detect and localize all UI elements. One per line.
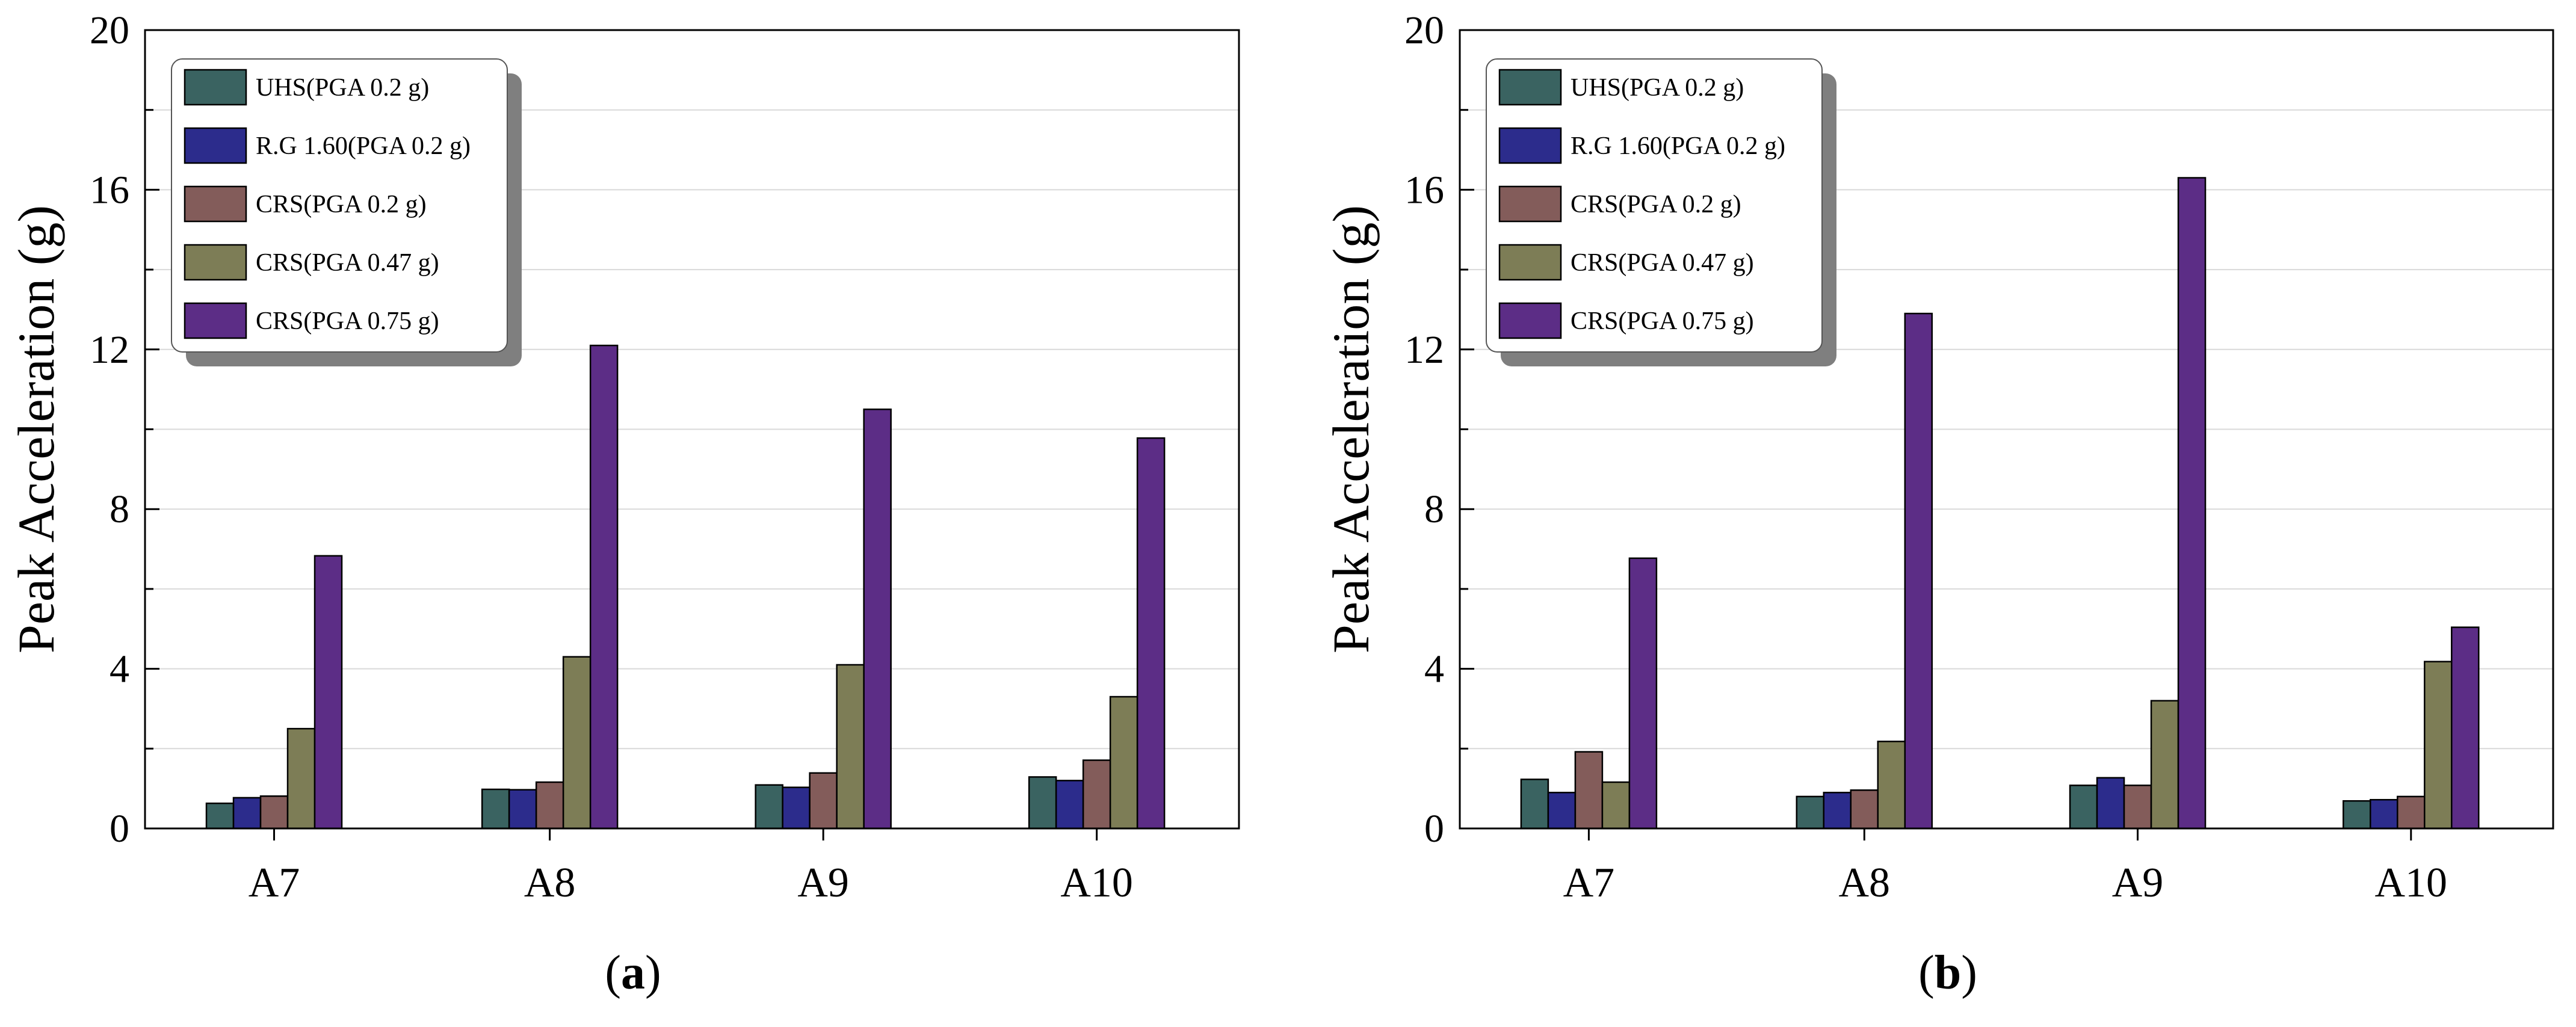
- legend-label: CRS(PGA 0.47 g): [1571, 249, 1754, 277]
- y-tick-label: 20: [90, 8, 129, 52]
- bar-b-A7-s4: [1628, 557, 1658, 830]
- bar-a-A10-s3: [1109, 695, 1138, 830]
- bar-a-A10-s0: [1028, 776, 1057, 830]
- y-tick-label: 8: [1424, 487, 1444, 531]
- legend-swatch: [1498, 302, 1562, 339]
- bar-b-A8-s4: [1904, 312, 1933, 830]
- bar-b-A8-s2: [1850, 789, 1879, 830]
- bar-b-A9-s0: [2069, 785, 2098, 830]
- x-tick-label: A7: [249, 860, 300, 906]
- bar-b-A10-s0: [2343, 800, 2371, 830]
- bar-a-A7-s1: [232, 797, 262, 830]
- panel-caption-a: (a): [605, 946, 661, 999]
- legend-swatch: [1498, 69, 1562, 106]
- bar-b-A10-s4: [2451, 626, 2480, 830]
- bar-b-A9-s2: [2123, 785, 2152, 830]
- bar-a-A8-s4: [589, 344, 619, 830]
- x-tick-label: A9: [797, 860, 849, 906]
- legend-label: CRS(PGA 0.47 g): [256, 249, 439, 277]
- y-tick-label: 12: [90, 328, 129, 372]
- y-axis-label: Peak Acceleration (g): [1322, 205, 1380, 653]
- legend-box: [1486, 58, 1823, 353]
- bar-b-A10-s3: [2424, 661, 2453, 830]
- y-tick-label: 20: [1404, 8, 1444, 52]
- bar-b-A8-s3: [1877, 741, 1906, 830]
- panel-caption-b: (b): [1918, 946, 1977, 999]
- legend-swatch: [1498, 185, 1562, 223]
- x-tick-label: A8: [1839, 860, 1891, 906]
- y-tick-label: 0: [1424, 807, 1444, 851]
- bar-b-A7-s0: [1520, 779, 1549, 830]
- legend-label: CRS(PGA 0.75 g): [256, 307, 439, 335]
- legend-box: [171, 58, 508, 353]
- legend-swatch: [184, 302, 247, 339]
- bar-a-A9-s3: [836, 664, 865, 830]
- y-tick-label: 12: [1404, 328, 1444, 372]
- bar-a-A10-s1: [1055, 780, 1084, 830]
- bar-a-A9-s1: [782, 786, 811, 830]
- bar-a-A8-s0: [481, 788, 510, 830]
- legend-label: CRS(PGA 0.75 g): [1571, 307, 1754, 335]
- bar-b-A8-s0: [1796, 795, 1825, 830]
- legend-swatch: [1498, 244, 1562, 281]
- legend-swatch: [184, 244, 247, 281]
- legend-label: CRS(PGA 0.2 g): [256, 191, 427, 218]
- chart-panel-b: 0 4 8 12 16 20 A7 A8 A9 A10 Peak Acceleration (g) U…: [1322, 8, 2554, 906]
- legend-swatch: [184, 69, 247, 106]
- legend-label: R.G 1.60(PGA 0.2 g): [256, 132, 471, 160]
- bar-b-A7-s2: [1574, 751, 1604, 830]
- bar-b-A7-s1: [1547, 792, 1577, 830]
- bar-a-A8-s3: [562, 656, 591, 830]
- legend-swatch: [1498, 127, 1562, 164]
- bar-a-A7-s4: [314, 555, 343, 830]
- x-tick-label: A7: [1563, 860, 1615, 906]
- bar-b-A10-s2: [2397, 795, 2426, 830]
- legend-label: CRS(PGA 0.2 g): [1571, 191, 1741, 218]
- bar-a-A9-s4: [863, 409, 892, 830]
- x-tick-label: A9: [2112, 860, 2164, 906]
- bar-a-A10-s2: [1082, 759, 1111, 830]
- bar-b-A9-s3: [2150, 700, 2179, 830]
- x-tick-label: A10: [2375, 860, 2448, 906]
- x-tick-label: A10: [1060, 860, 1133, 906]
- bar-b-A8-s1: [1823, 792, 1852, 830]
- chart-panel-a: 0 4 8 12 16 20 A7 A8 A9 A10 Peak Acceleration (g) U…: [7, 8, 1240, 906]
- bar-b-A9-s4: [2177, 177, 2207, 830]
- bar-a-A9-s0: [755, 784, 783, 830]
- bar-a-A9-s2: [809, 772, 838, 830]
- bar-a-A7-s3: [286, 727, 316, 830]
- panel-label-b: b: [1934, 946, 1962, 999]
- legend-swatch: [184, 127, 247, 164]
- y-axis-label: Peak Acceleration (g): [7, 205, 65, 653]
- bar-a-A7-s2: [259, 795, 289, 830]
- y-tick-label: 16: [1404, 168, 1444, 212]
- y-tick-label: 8: [110, 487, 129, 531]
- y-tick-label: 4: [110, 647, 129, 691]
- y-tick-label: 4: [1424, 647, 1444, 691]
- bar-a-A8-s2: [535, 781, 564, 830]
- bar-b-A9-s1: [2096, 777, 2125, 830]
- panel-label-a: a: [621, 946, 645, 999]
- legend-label: UHS(PGA 0.2 g): [256, 74, 429, 102]
- x-tick-label: A8: [524, 860, 576, 906]
- bar-a-A8-s1: [508, 789, 537, 830]
- legend-swatch: [184, 185, 247, 223]
- bar-b-A7-s3: [1601, 781, 1631, 830]
- legend-label: R.G 1.60(PGA 0.2 g): [1571, 132, 1785, 160]
- bar-a-A10-s4: [1136, 437, 1166, 830]
- y-tick-label: 16: [90, 168, 129, 212]
- y-tick-label: 0: [110, 807, 129, 851]
- bar-a-A7-s0: [205, 802, 235, 830]
- bar-b-A10-s1: [2370, 798, 2398, 830]
- legend-label: UHS(PGA 0.2 g): [1571, 74, 1744, 102]
